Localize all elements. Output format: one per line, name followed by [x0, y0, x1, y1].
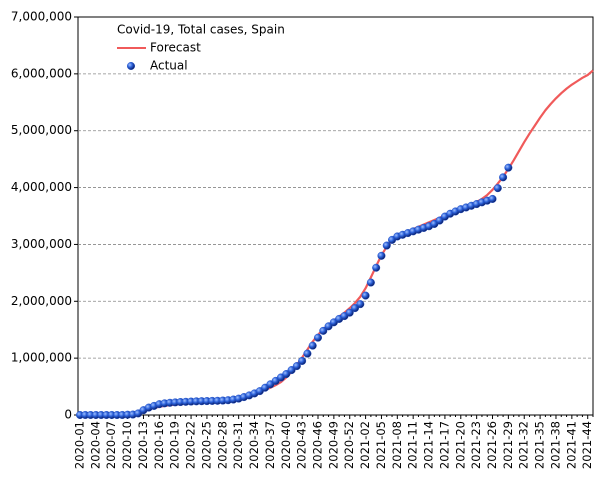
data-point: [372, 263, 381, 272]
data-point: [303, 349, 312, 358]
data-point: [499, 173, 508, 182]
x-tick-label: 2020-07: [104, 421, 118, 469]
x-tick-label: 2021-44: [580, 421, 594, 469]
data-point: [313, 333, 322, 342]
x-tick-label: 2020-31: [231, 421, 245, 469]
x-tick-label: 2020-25: [199, 421, 213, 469]
chart-title: Covid-19, Total cases, Spain: [117, 23, 285, 37]
data-point: [356, 300, 365, 309]
x-tick-label: 2020-19: [168, 421, 182, 469]
legend-marker: [126, 62, 135, 71]
x-tick-label: 2020-04: [88, 421, 102, 469]
x-tick-label: 2020-49: [326, 421, 340, 469]
data-point: [504, 163, 513, 172]
data-point: [292, 362, 301, 371]
data-point: [319, 326, 328, 335]
data-point: [377, 251, 386, 260]
x-tick-label: 2021-41: [564, 421, 578, 469]
x-tick-label: 2021-35: [533, 421, 547, 469]
x-tick-label: 2021-20: [453, 421, 467, 469]
y-tick-label: 2,000,000: [11, 294, 72, 308]
plot-frame: [77, 16, 594, 416]
data-point: [345, 308, 354, 317]
x-tick-label: 2020-10: [120, 421, 134, 469]
x-tick-label: 2020-46: [310, 421, 324, 469]
x-tick-label: 2020-01: [73, 421, 87, 469]
data-point: [308, 341, 317, 350]
x-tick-label: 2021-32: [517, 421, 531, 469]
x-tick-label: 2020-37: [263, 421, 277, 469]
x-tick-label: 2021-26: [485, 421, 499, 469]
x-tick-label: 2021-02: [358, 421, 372, 469]
x-tick-label: 2021-29: [501, 421, 515, 469]
y-tick-label: 7,000,000: [11, 10, 72, 24]
legend-label: Actual: [150, 59, 188, 73]
y-tick-label: 5,000,000: [11, 123, 72, 137]
x-tick-label: 2020-43: [295, 421, 309, 469]
x-tick-label: 2020-13: [136, 421, 150, 469]
x-tick-label: 2020-34: [247, 421, 261, 469]
y-tick-label: 6,000,000: [11, 66, 72, 80]
data-point: [488, 194, 497, 203]
legend-label: Forecast: [150, 41, 201, 55]
x-tick-label: 2020-28: [215, 421, 229, 469]
x-tick-label: 2020-40: [279, 421, 293, 469]
x-tick-label: 2021-23: [469, 421, 483, 469]
x-tick-label: 2021-14: [422, 421, 436, 469]
data-point: [361, 291, 370, 300]
data-point: [493, 184, 502, 193]
x-tick-label: 2020-22: [184, 421, 198, 469]
x-tick-label: 2021-17: [437, 421, 451, 469]
x-tick-label: 2020-52: [342, 421, 356, 469]
y-tick-label: 0: [64, 408, 72, 422]
x-tick-label: 2021-11: [406, 421, 420, 469]
data-point: [366, 278, 375, 287]
y-tick-label: 3,000,000: [11, 237, 72, 251]
x-tick-label: 2021-05: [374, 421, 388, 469]
x-tick-label: 2021-38: [548, 421, 562, 469]
data-point: [298, 356, 307, 365]
x-tick-label: 2020-16: [152, 421, 166, 469]
data-point: [382, 241, 391, 250]
x-tick-label: 2021-08: [390, 421, 404, 469]
y-tick-label: 4,000,000: [11, 180, 72, 194]
y-tick-label: 1,000,000: [11, 351, 72, 365]
